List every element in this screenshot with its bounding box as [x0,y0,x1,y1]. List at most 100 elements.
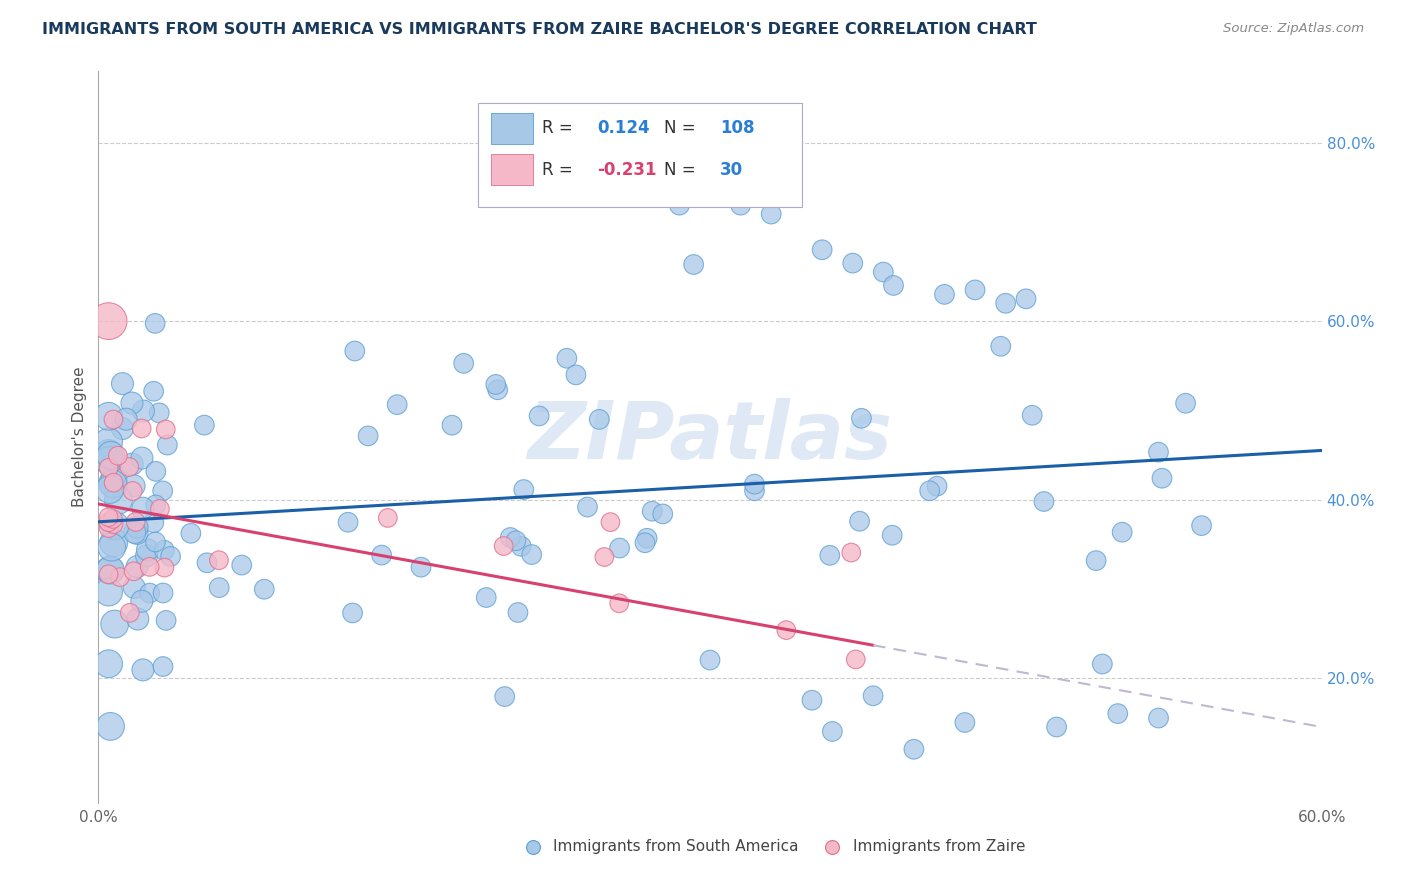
Point [122,564,145,578]
Text: Immigrants from Zaire: Immigrants from Zaire [853,839,1025,855]
Point [1191,518,1213,533]
Text: R =: R = [543,120,574,137]
Point [100,719,122,733]
Point [845,652,868,666]
Point [155,422,177,436]
Point [576,500,599,514]
Point [342,606,364,620]
Point [520,548,543,562]
Point [138,586,160,600]
Point [98,563,121,577]
Point [918,483,941,498]
Point [100,448,122,462]
Point [253,582,276,597]
Point [841,256,863,270]
Point [136,542,159,557]
Point [122,479,145,493]
Point [862,689,884,703]
Point [121,396,143,410]
FancyBboxPatch shape [478,103,801,207]
Text: -0.231: -0.231 [598,161,657,179]
Point [851,411,873,425]
Point [555,351,578,366]
Point [156,438,179,452]
Point [499,531,522,545]
Point [101,477,124,491]
Point [111,421,134,435]
Point [1091,657,1114,671]
Point [152,659,174,673]
Point [699,653,721,667]
Point [513,483,536,497]
Point [98,483,121,497]
Point [107,493,129,508]
Point [121,457,143,471]
Text: 30: 30 [720,161,742,179]
Text: 0.124: 0.124 [598,120,650,137]
Point [934,287,956,301]
Point [486,383,509,397]
Point [965,283,987,297]
Text: 108: 108 [720,120,754,137]
Point [775,623,797,637]
Point [872,265,894,279]
Point [882,528,904,542]
Point [135,549,157,563]
Point [97,515,120,529]
Point [1174,396,1197,410]
Point [527,409,550,423]
Point [1032,494,1054,508]
Point [125,520,148,534]
Point [97,585,120,599]
Point [231,558,253,572]
Point [565,368,588,382]
Point [839,545,862,559]
Point [641,504,664,518]
Point [127,559,149,574]
Point [609,541,631,555]
Point [195,556,218,570]
Point [744,483,766,498]
Point [801,693,824,707]
Point [97,567,120,582]
Point [1150,471,1173,485]
Point [97,452,120,467]
Point [821,724,844,739]
Point [143,317,166,331]
Point [811,243,834,257]
Point [1147,711,1170,725]
Point [208,581,231,595]
Point [485,377,508,392]
Point [145,498,167,512]
Point [97,446,120,460]
Point [193,418,215,433]
Point [180,526,202,541]
Point [97,521,120,535]
Point [155,614,177,628]
Point [124,525,146,540]
Point [607,596,630,610]
Point [100,540,122,554]
Text: R =: R = [543,161,574,179]
Point [132,663,155,677]
Point [153,560,176,574]
Point [953,715,976,730]
Text: IMMIGRANTS FROM SOUTH AMERICA VS IMMIGRANTS FROM ZAIRE BACHELOR'S DEGREE CORRELA: IMMIGRANTS FROM SOUTH AMERICA VS IMMIGRA… [42,22,1038,37]
Point [104,617,127,632]
Point [990,339,1012,353]
Point [152,586,174,600]
Point [132,404,155,418]
Point [148,406,170,420]
Point [131,594,153,608]
Point [337,515,360,529]
Point [1111,525,1133,540]
Point [385,398,408,412]
Point [97,461,120,475]
Point [131,421,153,435]
Point [505,533,527,548]
Point [208,553,231,567]
Point [925,479,948,493]
Point [744,477,766,491]
Point [818,549,841,563]
Text: ZIPatlas: ZIPatlas [527,398,893,476]
